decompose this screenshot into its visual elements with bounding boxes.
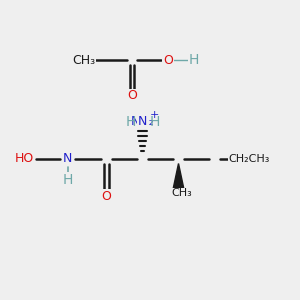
Text: CH₃: CH₃ bbox=[72, 53, 96, 67]
Text: H: H bbox=[125, 115, 136, 128]
Text: CH₃: CH₃ bbox=[171, 188, 192, 199]
Text: +: + bbox=[150, 110, 159, 121]
Text: N: N bbox=[63, 152, 72, 166]
Text: H: H bbox=[149, 115, 160, 128]
Text: HO: HO bbox=[14, 152, 34, 166]
Text: O: O bbox=[127, 89, 137, 103]
Polygon shape bbox=[173, 164, 184, 189]
Text: O: O bbox=[102, 190, 111, 203]
Text: O: O bbox=[163, 53, 173, 67]
Text: N: N bbox=[138, 115, 147, 128]
Text: H: H bbox=[188, 53, 199, 67]
Text: H: H bbox=[62, 173, 73, 187]
Text: CH₂CH₃: CH₂CH₃ bbox=[228, 154, 270, 164]
Text: NH₂: NH₂ bbox=[130, 115, 154, 128]
